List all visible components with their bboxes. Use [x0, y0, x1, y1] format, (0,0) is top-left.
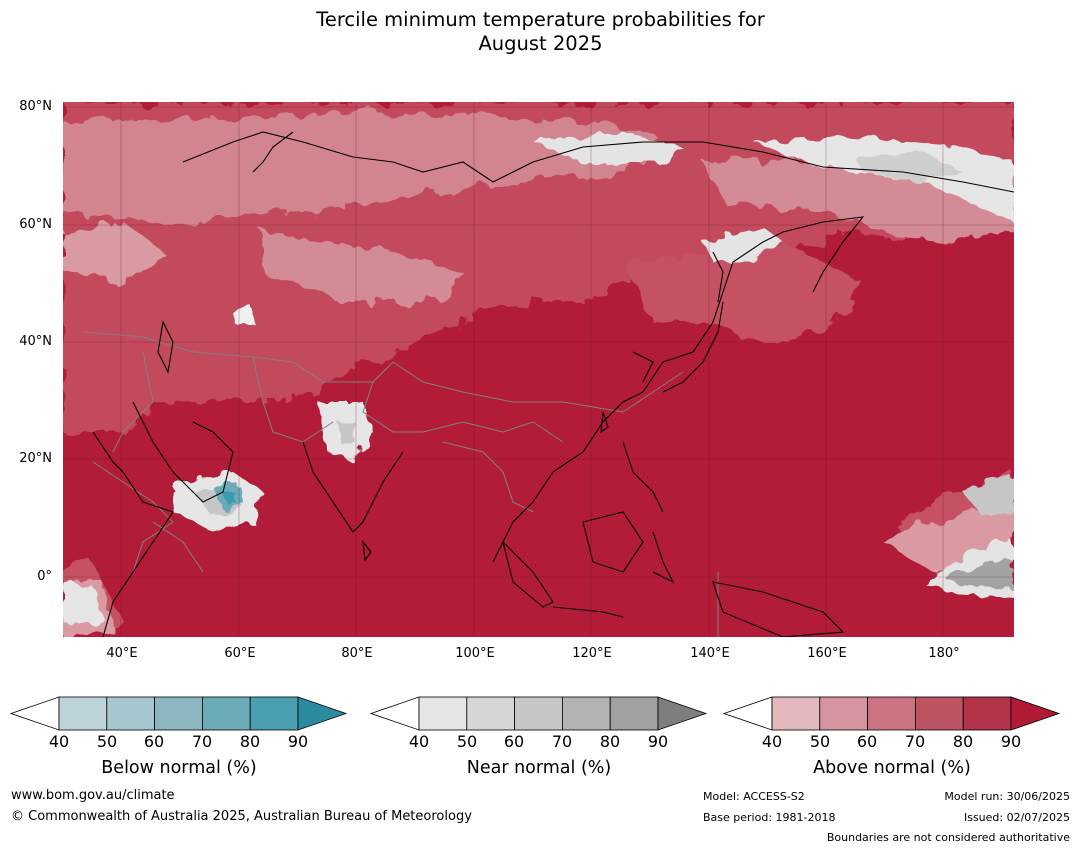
- tick-label: 40: [761, 732, 783, 751]
- colorbar-segment: [418, 696, 468, 731]
- title-line-2: August 2025: [478, 32, 603, 55]
- colorbar-segment: [201, 696, 251, 731]
- graticule: [63, 102, 1014, 637]
- colorbar-min-extension: [723, 696, 773, 731]
- colorbar-min-extension: [370, 696, 420, 731]
- below-normal-zone: [213, 484, 243, 510]
- tick-label: 40: [408, 732, 430, 751]
- base-period-text: Base period: 1981-2018: [703, 811, 836, 824]
- lat-label-60n: 60°N: [19, 217, 52, 232]
- map-svg: [63, 102, 1014, 637]
- tick-label: 70: [904, 732, 926, 751]
- lon-label-160e: 160°E: [807, 646, 847, 661]
- tick-label: 60: [856, 732, 878, 751]
- coastlines: [92, 131, 1014, 637]
- tick-label: 80: [599, 732, 621, 751]
- colorbar-min-extension: [10, 696, 60, 731]
- colorbar-segment: [962, 696, 1012, 731]
- colorbar-segment: [106, 696, 156, 731]
- tick-label: 80: [952, 732, 974, 751]
- lat-label-80n: 80°N: [19, 99, 52, 114]
- disclaimer-text: Boundaries are not considered authoritat…: [826, 831, 1070, 844]
- copyright-text: © Commonwealth of Australia 2025, Austra…: [11, 809, 472, 824]
- website-link[interactable]: www.bom.gov.au/climate: [11, 788, 175, 803]
- colorbar-above-normal: [723, 696, 1061, 731]
- lat-label-0: 0°: [37, 569, 52, 584]
- tick-label: 70: [551, 732, 573, 751]
- near-normal-zones: [63, 132, 1014, 627]
- tick-label: 50: [809, 732, 831, 751]
- tick-label: 90: [287, 732, 309, 751]
- colorbar-segment: [58, 696, 108, 731]
- tick-label: 80: [239, 732, 261, 751]
- colorbar-segment: [609, 696, 659, 731]
- colorbar-above-title: Above normal (%): [813, 758, 971, 778]
- issued-text: Issued: 02/07/2025: [963, 811, 1070, 824]
- tick-label: 50: [96, 732, 118, 751]
- model-run-text: Model run: 30/06/2025: [944, 790, 1070, 803]
- colorbar-max-extension: [1010, 696, 1061, 731]
- colorbar-segment: [914, 696, 964, 731]
- colorbar-below-title: Below normal (%): [101, 758, 257, 778]
- tick-label: 70: [191, 732, 213, 751]
- tick-label: 40: [48, 732, 70, 751]
- lon-label-180: 180°: [928, 646, 960, 661]
- tick-label: 50: [456, 732, 478, 751]
- colorbar-near-title: Near normal (%): [466, 758, 612, 778]
- tick-label: 60: [503, 732, 525, 751]
- colorbar-near-normal: [370, 696, 708, 731]
- lat-label-40n: 40°N: [19, 334, 52, 349]
- model-text: Model: ACCESS-S2: [703, 790, 805, 803]
- colorbar-segment: [514, 696, 563, 731]
- country-borders: [82, 331, 719, 637]
- colorbar-segment: [154, 696, 203, 731]
- tick-label: 90: [1000, 732, 1022, 751]
- lon-label-40e: 40°E: [106, 646, 138, 661]
- colorbar-below-normal: [10, 696, 348, 731]
- chart-title: Tercile minimum temperature probabilitie…: [0, 8, 1081, 56]
- colorbar-segment: [466, 696, 516, 731]
- lon-label-120e: 120°E: [572, 646, 612, 661]
- lon-label-60e: 60°E: [224, 646, 256, 661]
- lat-label-20n: 20°N: [19, 451, 52, 466]
- tick-label: 90: [647, 732, 669, 751]
- colorbar-max-extension: [297, 696, 348, 731]
- tick-label: 60: [143, 732, 165, 751]
- colorbar-segment: [249, 696, 299, 731]
- colorbar-segment: [819, 696, 869, 731]
- colorbar-max-extension: [657, 696, 708, 731]
- lon-label-140e: 140°E: [690, 646, 730, 661]
- lon-label-100e: 100°E: [455, 646, 495, 661]
- lon-label-80e: 80°E: [341, 646, 373, 661]
- colorbar-segment: [561, 696, 611, 731]
- forecast-map[interactable]: [63, 102, 1014, 637]
- colorbar-segment: [867, 696, 916, 731]
- title-line-1: Tercile minimum temperature probabilitie…: [316, 8, 765, 31]
- colorbar-segment: [771, 696, 821, 731]
